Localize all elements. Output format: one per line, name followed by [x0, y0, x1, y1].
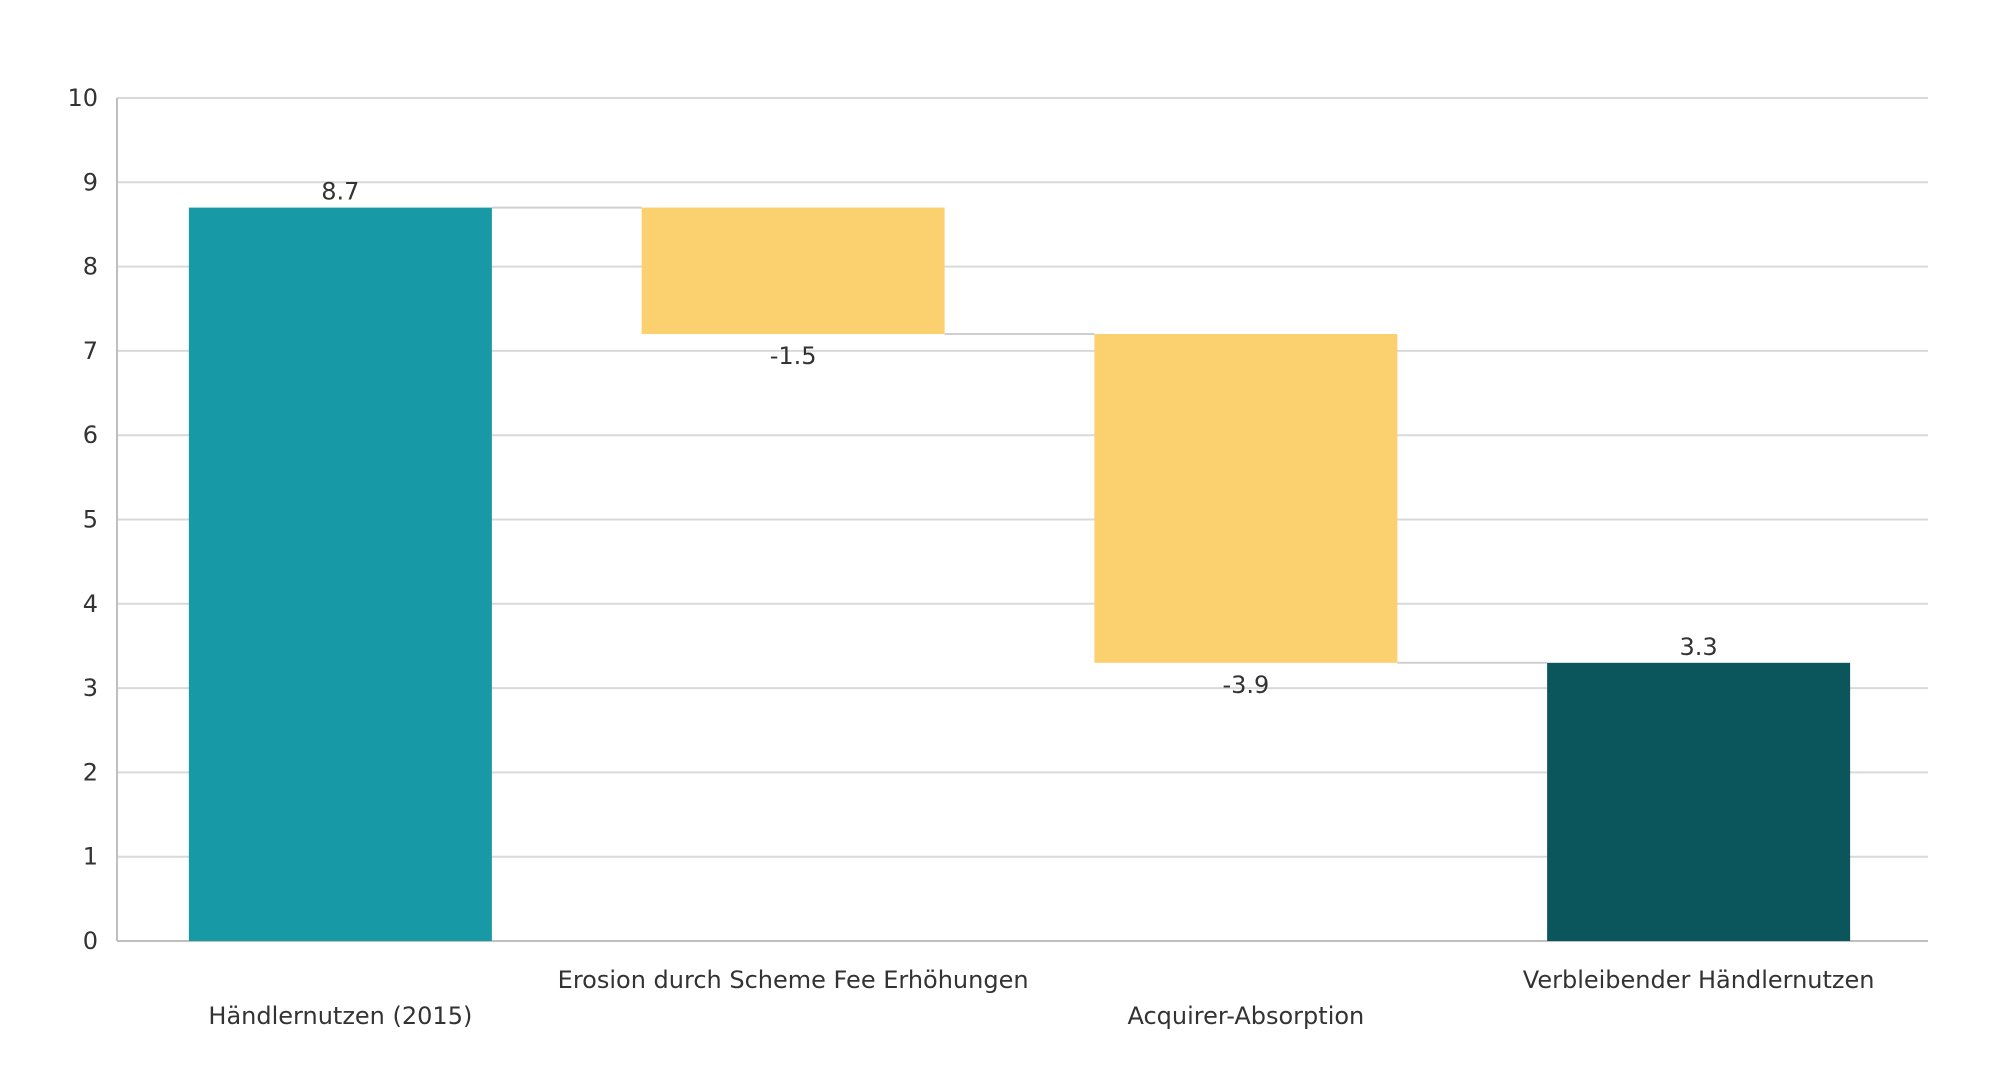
bar-1: [641, 207, 945, 335]
bars: [188, 207, 1851, 942]
y-tick-label: 3: [83, 674, 98, 702]
y-tick-label: 8: [83, 253, 98, 281]
value-label: 3.3: [1680, 633, 1718, 661]
y-tick-label: 10: [67, 84, 98, 112]
bar-3: [1547, 662, 1851, 941]
y-tick-label: 1: [83, 843, 98, 871]
value-label: 8.7: [321, 178, 359, 206]
value-label: -1.5: [770, 342, 817, 370]
bar-2: [1094, 334, 1398, 663]
bar-0: [188, 207, 492, 942]
category-label: Erosion durch Scheme Fee Erhöhungen: [558, 966, 1029, 994]
category-label: Verbleibender Händlernutzen: [1523, 966, 1875, 994]
labels: 0 1 2 3 4 5 6 7 8 9 10 8.7 Händlernutzen (2015) -1.5 E…: [67, 84, 1874, 1030]
y-tick-label: 5: [83, 506, 98, 534]
y-tick-label: 2: [83, 758, 98, 786]
category-label: Händlernutzen (2015): [208, 1002, 472, 1030]
y-tick-label: 4: [83, 590, 98, 618]
y-tick-label: 7: [83, 337, 98, 365]
connectors: [491, 206, 1548, 664]
y-tick-label: 0: [83, 927, 98, 955]
category-label: Acquirer-Absorption: [1127, 1002, 1364, 1030]
value-label: -3.9: [1222, 671, 1269, 699]
y-tick-label: 9: [83, 168, 98, 196]
y-tick-label: 6: [83, 421, 98, 449]
